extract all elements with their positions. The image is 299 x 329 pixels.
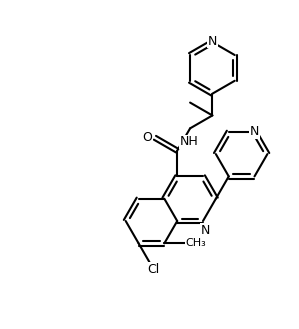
- Text: NH: NH: [180, 135, 199, 148]
- Text: N: N: [250, 125, 259, 138]
- Text: O: O: [142, 131, 152, 144]
- Text: N: N: [200, 224, 210, 237]
- Text: Cl: Cl: [147, 263, 160, 276]
- Text: N: N: [208, 35, 217, 48]
- Text: CH₃: CH₃: [186, 238, 206, 248]
